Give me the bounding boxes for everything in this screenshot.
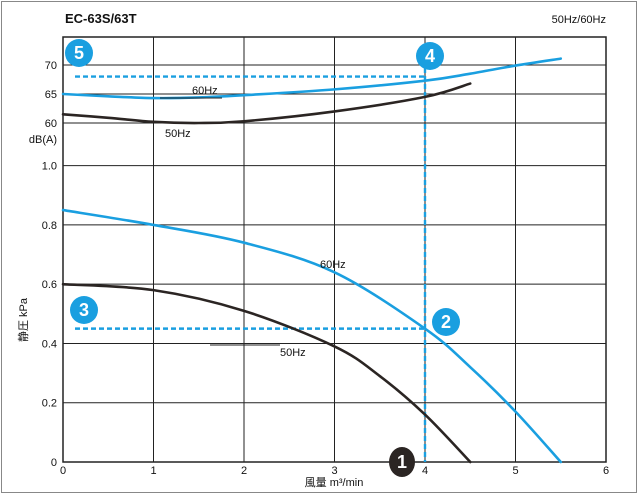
marker-1: 1 [389,447,415,477]
marker-shape [70,296,98,324]
marker-shape [389,447,415,477]
x-tick-label: 4 [422,465,428,477]
x-tick-label: 0 [60,465,66,477]
pressure-tick-label: 0.6 [42,279,57,291]
pressure-tick-label: 1.0 [42,161,57,173]
pressure-series-label: 60Hz [320,259,346,271]
marker-label: 1 [397,452,407,472]
marker-label: 5 [74,43,84,63]
noise-tick-label: 65 [45,89,57,101]
noise-series-label: 60Hz [192,85,218,97]
noise-tick-label: 60 [45,118,57,130]
pressure-axis-label: 静圧 kPa [16,297,30,342]
marker-4: 4 [416,42,444,70]
marker-shape [65,39,93,67]
marker-label: 2 [441,312,451,332]
noise-tick-label: 70 [45,60,57,72]
marker-label: 4 [425,46,435,66]
marker-label: 3 [79,300,89,320]
noise-axis-label: dB(A) [29,134,57,146]
x-axis-label: 風量 m³/min [305,476,364,489]
pressure-tick-label: 0 [51,457,57,469]
x-tick-label: 2 [241,465,247,477]
marker-3: 3 [70,296,98,324]
curves: 60Hz 50Hz 60Hz 50Hz [61,57,563,464]
pressure-curve-60Hz [61,208,563,464]
guide-lines [75,52,427,462]
marker-shape [416,42,444,70]
x-tick-label: 5 [512,465,518,477]
pressure-tick-label: 0.8 [42,220,57,232]
pressure-curve-50Hz [61,282,472,464]
pressure-tick-label: 0.4 [42,338,57,350]
x-tick-label: 3 [331,465,337,477]
x-tick-label: 1 [150,465,156,477]
pressure-tick-label: 0.2 [42,398,57,410]
noise-curve-50Hz [61,82,472,125]
noise-curve-60Hz [61,57,563,100]
markers: 1 2 3 4 5 [65,39,460,477]
marker-5: 5 [65,39,93,67]
marker-2: 2 [432,308,460,336]
pressure-series-label: 50Hz [280,347,306,359]
chart-title: EC-63S/63T [65,11,137,26]
x-tick-label: 6 [603,465,609,477]
noise-series-label: 50Hz [165,128,191,140]
legend-label: 50Hz/60Hz [552,14,606,26]
marker-shape [432,308,460,336]
